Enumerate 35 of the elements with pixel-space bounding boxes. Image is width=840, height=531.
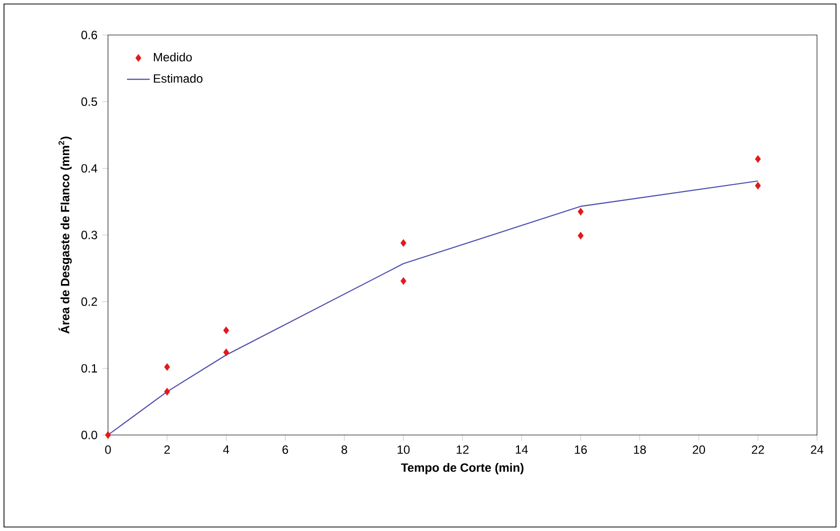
y-tick-label: 0.5 [81, 97, 98, 106]
y-axis-title: Área de Desgaste de Flanco (mm$^{2}$) [58, 136, 72, 334]
x-tick-label: 24 [810, 445, 824, 454]
y-tick-label: 0.1 [81, 364, 98, 373]
x-tick-label: 16 [574, 445, 587, 454]
x-tick-label: 18 [634, 445, 646, 454]
x-axis-title: Tempo de Corte (min) [401, 463, 524, 474]
point [400, 277, 406, 285]
y-tick-label: 0.6 [81, 30, 98, 40]
x-tick-label: 6 [282, 445, 288, 454]
x-tick-label: 8 [342, 445, 348, 454]
y-tick-label: 0.3 [81, 230, 98, 240]
point [164, 363, 170, 371]
point [578, 232, 584, 240]
point [223, 348, 230, 356]
legend-label: Estimado [154, 74, 202, 83]
point [755, 182, 761, 190]
x-tick-label: 2 [164, 445, 170, 454]
point [223, 326, 230, 334]
legend-label: Medido [154, 52, 192, 62]
point [105, 431, 111, 439]
x-tick-label: 22 [752, 445, 764, 454]
x-tick-label: 0 [105, 445, 111, 454]
y-tick-label: 0.4 [81, 164, 98, 173]
y-tick-label: 0.2 [81, 297, 97, 306]
x-tick-label: 14 [516, 445, 528, 454]
y-tick-label: 0.0 [81, 430, 98, 440]
x-tick-label: 4 [223, 445, 230, 454]
x-tick-label: 20 [692, 445, 706, 454]
point [400, 239, 406, 247]
x-tick-label: 10 [398, 445, 410, 454]
point [578, 208, 584, 216]
point [164, 388, 170, 396]
x-tick-label: 12 [456, 445, 469, 454]
point [755, 155, 761, 163]
